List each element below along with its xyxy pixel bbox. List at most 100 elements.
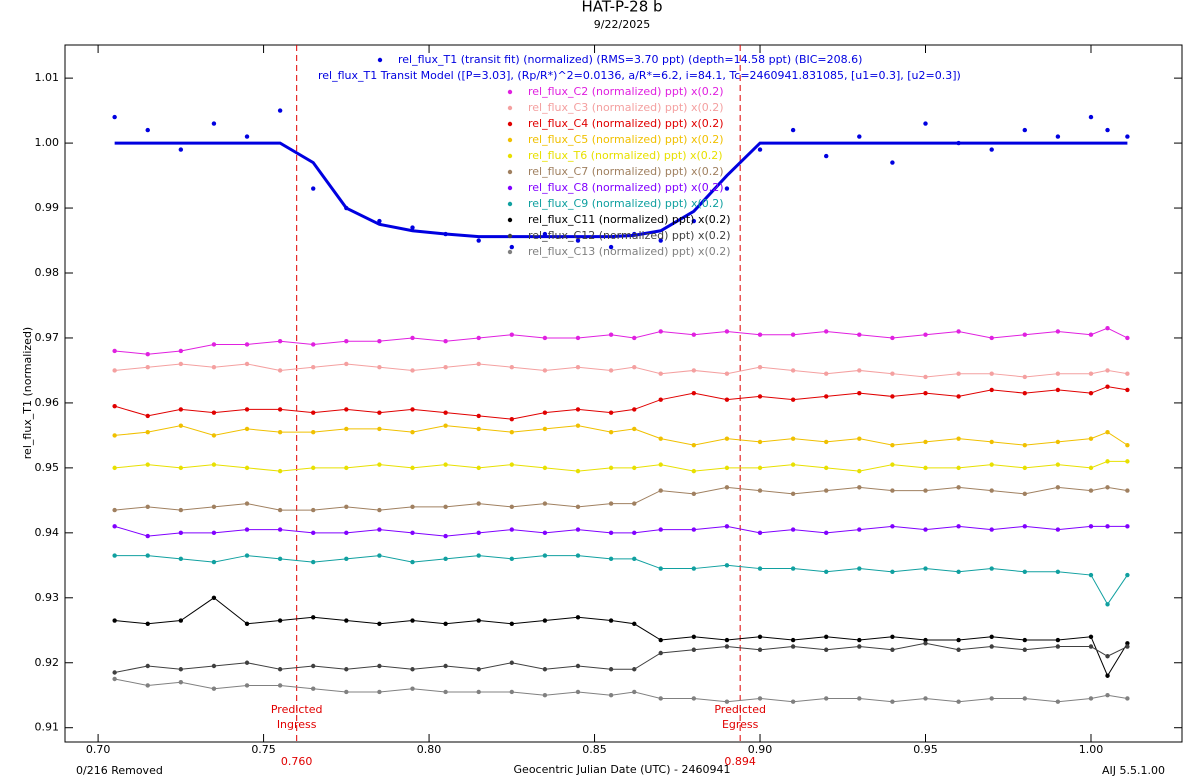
data-point <box>509 621 514 626</box>
data-point <box>476 553 481 558</box>
data-point <box>824 439 829 445</box>
data-point <box>476 238 481 243</box>
data-point <box>989 634 994 639</box>
data-point <box>1105 326 1110 331</box>
y-tick-label: 0.93 <box>35 591 60 604</box>
data-point <box>244 465 250 471</box>
data-point <box>443 462 448 467</box>
y-tick-label: 0.94 <box>35 526 60 539</box>
data-point <box>443 504 448 510</box>
data-point <box>1022 442 1027 448</box>
legend-label: rel_flux_C4 (normalized) ppt) x(0.2) <box>528 117 724 130</box>
data-point <box>377 527 382 532</box>
data-point <box>691 332 697 337</box>
data-point <box>632 501 637 506</box>
data-point <box>410 225 415 230</box>
y-tick-label: 0.96 <box>35 396 60 409</box>
data-point <box>824 394 829 399</box>
data-point <box>145 621 150 626</box>
data-point <box>178 348 184 354</box>
legend-marker <box>507 89 513 95</box>
x-tick-label: 1.00 <box>1079 743 1104 756</box>
data-point <box>890 699 895 704</box>
data-point <box>211 462 217 467</box>
data-point <box>632 530 637 536</box>
data-point <box>145 683 150 688</box>
data-point <box>277 368 283 373</box>
data-point <box>923 696 928 701</box>
data-point <box>956 569 961 575</box>
data-point <box>344 407 349 412</box>
data-point <box>956 436 961 441</box>
series-line <box>114 141 1128 239</box>
data-point <box>608 465 614 471</box>
data-point <box>608 693 614 698</box>
data-point <box>1055 569 1061 575</box>
data-point <box>724 563 730 568</box>
data-point <box>923 641 928 646</box>
data-point <box>724 465 730 471</box>
data-point <box>724 699 730 704</box>
data-point <box>1088 488 1094 493</box>
data-point <box>1125 134 1130 139</box>
data-point <box>691 527 697 532</box>
data-point <box>1125 644 1130 649</box>
data-point <box>1125 488 1130 493</box>
legend-label: rel_flux_C2 (normalized) ppt) x(0.2) <box>528 85 724 98</box>
data-point <box>790 527 796 532</box>
data-point <box>443 689 448 695</box>
data-point <box>112 368 117 373</box>
data-point <box>443 423 448 428</box>
data-point <box>824 153 829 159</box>
data-point <box>691 647 697 652</box>
data-point <box>956 699 961 704</box>
data-point <box>824 371 829 376</box>
data-point <box>1055 387 1061 393</box>
data-point <box>244 527 250 532</box>
data-point <box>377 339 382 344</box>
data-point <box>1055 329 1061 334</box>
data-point <box>608 530 614 536</box>
data-point <box>757 364 763 370</box>
data-point <box>443 364 448 370</box>
data-point <box>857 644 862 649</box>
data-point <box>608 410 614 415</box>
data-point <box>857 527 862 532</box>
footer-right: AIJ 5.5.1.00 <box>1102 764 1165 777</box>
data-point <box>923 465 928 471</box>
data-point <box>476 667 481 672</box>
data-point <box>632 426 637 432</box>
data-point <box>989 488 994 493</box>
data-point <box>691 218 697 224</box>
data-point <box>1055 439 1061 445</box>
legend-label: rel_flux_C8 (normalized) ppt) x(0.2) <box>528 181 724 194</box>
data-point <box>989 387 994 393</box>
data-point <box>658 696 663 701</box>
y-axis-label: rel_flux_T1 (normalized) <box>21 327 34 459</box>
data-point <box>443 533 448 539</box>
data-point <box>509 689 514 695</box>
data-point <box>145 352 150 357</box>
data-point <box>1022 637 1027 643</box>
data-point <box>145 429 150 435</box>
data-point <box>410 407 415 412</box>
data-point <box>956 524 961 529</box>
data-point <box>890 569 895 575</box>
data-point <box>509 332 514 337</box>
data-point <box>476 335 481 341</box>
legend-marker <box>507 153 513 159</box>
data-point <box>857 566 862 571</box>
data-point <box>724 644 730 649</box>
legend-label: rel_flux_C3 (normalized) ppt) x(0.2) <box>528 101 724 114</box>
data-point <box>632 364 637 370</box>
chart-subtitle: 9/22/2025 <box>594 18 650 31</box>
data-point <box>211 530 217 536</box>
data-point <box>509 527 514 532</box>
data-point <box>1105 602 1110 607</box>
data-point <box>1022 127 1027 133</box>
y-tick-label: 1.01 <box>35 71 60 84</box>
data-point <box>377 426 382 432</box>
data-point <box>757 439 763 445</box>
data-point <box>790 397 796 402</box>
